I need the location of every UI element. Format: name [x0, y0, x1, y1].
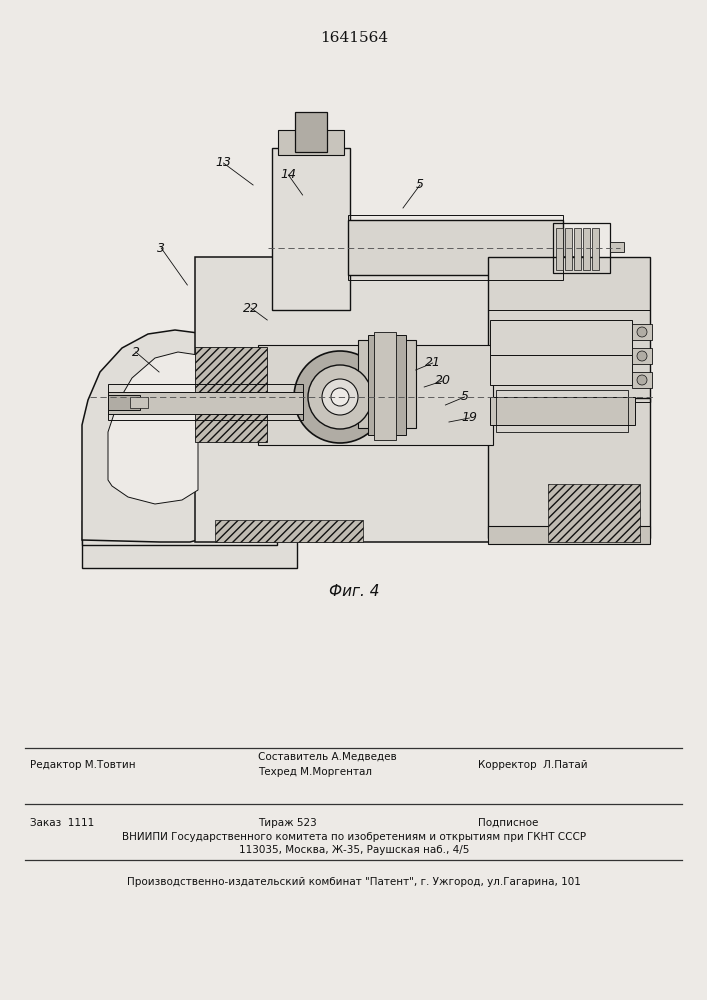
Circle shape	[294, 351, 386, 443]
Text: 5: 5	[416, 178, 424, 192]
Bar	[548, 484, 640, 542]
Bar	[490, 397, 635, 425]
Bar	[556, 228, 563, 270]
Bar	[358, 340, 416, 428]
Bar	[496, 390, 628, 432]
Text: 20: 20	[435, 374, 450, 387]
Text: 2: 2	[132, 346, 140, 359]
Bar	[583, 228, 590, 270]
Bar	[490, 355, 632, 385]
Circle shape	[637, 351, 647, 361]
Circle shape	[637, 327, 647, 337]
Bar	[272, 148, 350, 310]
Bar	[295, 112, 327, 152]
Text: 5: 5	[460, 390, 469, 403]
Bar	[488, 398, 650, 538]
Text: Подписное: Подписное	[478, 818, 538, 828]
Bar	[488, 257, 650, 402]
Text: Составитель А.Медведев: Составитель А.Медведев	[258, 752, 397, 762]
Text: 14: 14	[281, 168, 296, 182]
Bar	[553, 223, 610, 273]
Bar	[565, 228, 572, 270]
Circle shape	[637, 375, 647, 385]
Bar	[258, 345, 493, 445]
Bar	[490, 320, 632, 355]
Bar	[368, 335, 406, 435]
Bar	[82, 520, 277, 545]
Bar	[108, 392, 303, 414]
Text: 113035, Москва, Ж-35, Раушская наб., 4/5: 113035, Москва, Ж-35, Раушская наб., 4/5	[239, 845, 469, 855]
Text: Тираж 523: Тираж 523	[258, 818, 317, 828]
Bar	[348, 220, 563, 275]
Bar	[610, 242, 624, 252]
Text: 3: 3	[157, 241, 165, 254]
Text: Производственно-издательский комбинат "Патент", г. Ужгород, ул.Гагарина, 101: Производственно-издательский комбинат "П…	[127, 877, 581, 887]
Bar	[632, 348, 652, 364]
Text: Заказ  1111: Заказ 1111	[30, 818, 94, 828]
Text: 13: 13	[216, 156, 231, 169]
Bar	[108, 384, 303, 420]
Text: Техред М.Моргентал: Техред М.Моргентал	[258, 767, 372, 777]
Circle shape	[331, 388, 349, 406]
Bar	[632, 324, 652, 340]
Bar	[108, 395, 140, 410]
Circle shape	[308, 365, 372, 429]
Text: Фиг. 4: Фиг. 4	[329, 584, 379, 599]
Bar	[574, 228, 581, 270]
Bar	[82, 538, 297, 568]
Polygon shape	[108, 352, 198, 504]
Text: 19: 19	[462, 411, 477, 424]
Bar	[278, 130, 344, 155]
Polygon shape	[82, 330, 215, 542]
Bar	[215, 520, 363, 542]
Bar	[348, 215, 563, 280]
Bar	[130, 397, 148, 408]
Bar	[374, 332, 396, 440]
Bar	[632, 372, 652, 388]
Text: Корректор  Л.Патай: Корректор Л.Патай	[478, 760, 588, 770]
Text: ВНИИПИ Государственного комитета по изобретениям и открытиям при ГКНТ СССР: ВНИИПИ Государственного комитета по изоб…	[122, 832, 586, 842]
Bar	[592, 228, 599, 270]
Text: Редактор М.Товтин: Редактор М.Товтин	[30, 760, 136, 770]
Bar	[488, 526, 650, 544]
Text: 1641564: 1641564	[320, 31, 388, 45]
Text: 21: 21	[425, 357, 440, 369]
Circle shape	[322, 379, 358, 415]
Bar	[195, 347, 267, 442]
Text: 22: 22	[243, 302, 259, 314]
Bar	[195, 257, 585, 542]
